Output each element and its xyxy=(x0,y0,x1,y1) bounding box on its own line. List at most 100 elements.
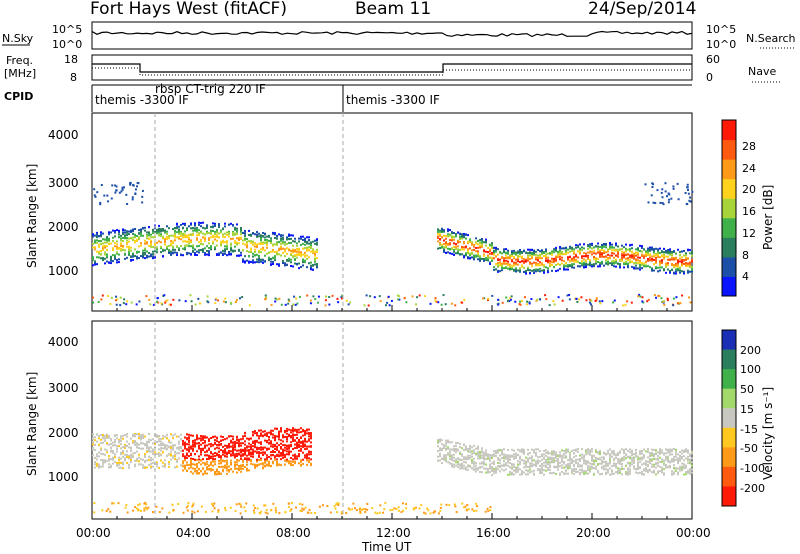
power-cell xyxy=(617,251,619,254)
velocity-cell xyxy=(200,459,202,462)
power-cell xyxy=(156,297,159,300)
power-cell xyxy=(340,297,343,300)
power-cell xyxy=(264,297,267,300)
velocity-cell xyxy=(465,456,467,459)
velocity-cell xyxy=(102,436,104,439)
power-cell xyxy=(563,260,565,263)
power-cell xyxy=(254,254,256,257)
power-cell xyxy=(461,237,463,240)
velocity-cell xyxy=(226,446,228,449)
velocity-cell xyxy=(519,455,521,458)
power-cell xyxy=(152,245,154,248)
velocity-cell xyxy=(300,431,302,434)
velocity-cell xyxy=(124,446,126,449)
power-cell xyxy=(509,266,511,269)
power-cell xyxy=(449,239,451,242)
velocity-cell xyxy=(595,449,597,452)
freq-label-2: [MHz] xyxy=(4,67,36,80)
power-cell xyxy=(268,239,270,242)
power-cell xyxy=(276,237,278,240)
velocity-cell xyxy=(501,449,503,452)
velocity-cell xyxy=(284,430,286,433)
velocity-cell xyxy=(473,457,475,460)
power-cell xyxy=(621,250,623,253)
power-cell xyxy=(317,295,320,298)
velocity-cell xyxy=(134,459,136,462)
power-cell xyxy=(264,238,266,241)
velocity-cell xyxy=(515,452,517,455)
velocity-cell xyxy=(607,463,609,466)
velocity-cell xyxy=(453,456,455,459)
velocity-cell xyxy=(481,465,483,468)
power-cell xyxy=(276,243,278,246)
power-cell xyxy=(188,240,190,243)
power-cell xyxy=(164,231,166,234)
velocity-cell xyxy=(513,465,515,468)
power-cell xyxy=(447,234,449,237)
velocity-cell xyxy=(559,473,561,476)
power-cell xyxy=(169,303,172,306)
velocity-cell xyxy=(451,464,453,467)
power-cell xyxy=(489,256,491,259)
velocity-cell xyxy=(176,459,178,462)
power-cell xyxy=(146,234,148,237)
power-cell xyxy=(252,259,254,262)
velocity-cell xyxy=(573,464,575,467)
power-cell xyxy=(639,256,641,259)
power-cell xyxy=(110,259,112,262)
velocity-cell xyxy=(286,460,288,463)
velocity-cell xyxy=(154,451,156,454)
power-cell xyxy=(505,254,507,257)
velocity-cell xyxy=(134,443,136,446)
power-cell xyxy=(184,244,186,247)
velocity-cell xyxy=(507,473,509,476)
power-cell xyxy=(250,248,252,251)
power-cell xyxy=(543,254,545,257)
power-cell xyxy=(685,258,687,261)
velocity-cell xyxy=(244,457,246,460)
power-cell xyxy=(200,243,202,246)
power-cell xyxy=(280,237,282,240)
velocity-cell xyxy=(254,439,256,442)
power-cell xyxy=(312,240,314,243)
velocity-cell xyxy=(573,463,575,466)
power-cell xyxy=(347,303,350,306)
velocity-cell xyxy=(104,434,106,437)
velocity-cell xyxy=(517,468,519,471)
power-cell xyxy=(100,231,102,234)
power-cell xyxy=(272,244,274,247)
power-cell xyxy=(689,270,691,273)
power-cell xyxy=(232,237,234,240)
power-cell xyxy=(278,247,280,250)
velocity-cell xyxy=(523,459,525,462)
power-cell xyxy=(639,244,641,247)
velocity-cell xyxy=(166,447,168,450)
velocity-cell xyxy=(108,435,110,438)
power-cell xyxy=(210,236,212,239)
power-cell xyxy=(115,303,118,306)
power-cell xyxy=(162,248,164,251)
power-cell xyxy=(627,266,629,269)
nave-tick-top: 60 xyxy=(706,53,720,66)
power-cell xyxy=(481,238,483,241)
velocity-cell xyxy=(114,438,116,441)
power-cell xyxy=(256,231,258,234)
velocity-cell xyxy=(471,458,473,461)
power-cell xyxy=(447,228,449,231)
power-cell xyxy=(230,249,232,252)
velocity-cell xyxy=(310,458,312,461)
power-cell xyxy=(106,248,108,251)
velocity-cell xyxy=(557,468,559,471)
velocity-cell xyxy=(449,451,451,454)
velocity-cell xyxy=(607,449,609,452)
velocity-cell xyxy=(581,465,583,468)
power-cell xyxy=(254,250,256,253)
velocity-cell xyxy=(467,454,469,457)
power-cell xyxy=(274,243,276,246)
power-cell xyxy=(268,251,270,254)
power-cell xyxy=(439,246,441,249)
power-cell xyxy=(212,234,214,237)
power-cell xyxy=(589,259,591,262)
power-cell xyxy=(547,261,549,264)
power-cell xyxy=(539,257,541,260)
